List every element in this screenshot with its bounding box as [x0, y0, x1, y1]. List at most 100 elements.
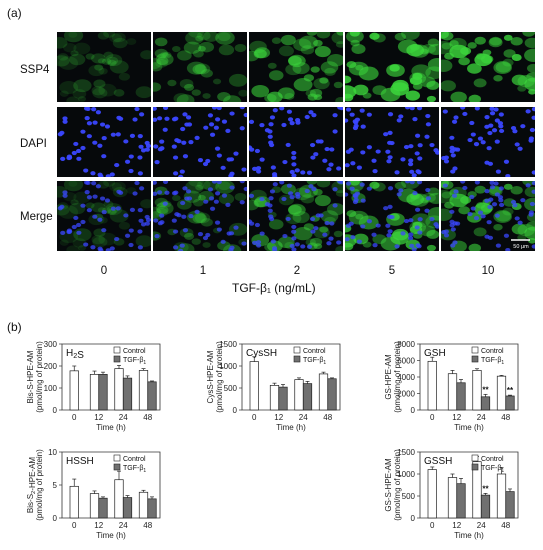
- micrograph-dapi-2: [249, 107, 343, 177]
- micrograph-ssp4-0: [57, 32, 151, 102]
- legend-swatch: [113, 346, 121, 354]
- legend-label: TGF-β1: [481, 357, 504, 366]
- micrograph-ssp4-5: [345, 32, 439, 102]
- conc-label-2: 2: [293, 265, 301, 277]
- bar-control-48h: [496, 473, 507, 519]
- x-tick-label: 12: [452, 521, 461, 530]
- legend-label: Control: [303, 348, 326, 355]
- bar-tgf-12h: [98, 374, 108, 411]
- y-tick-label: 200: [44, 362, 58, 371]
- y-tick-label: 1000: [219, 362, 237, 371]
- x-tick-label: 12: [94, 413, 103, 422]
- legend-label: TGF-β1: [123, 465, 146, 474]
- micrograph-ssp4-2: [249, 32, 343, 102]
- y-tick-label: 0: [411, 514, 416, 523]
- y-axis-title: CysS-HPE-AM: [206, 350, 215, 403]
- y-axis-unit: (pmol/mg of protein): [393, 449, 402, 521]
- significance-mark: **: [482, 484, 489, 493]
- x-tick-label: 24: [299, 413, 308, 422]
- significance-mark: **: [482, 385, 489, 394]
- bar-control-24h: [294, 379, 304, 411]
- chart-h2s: 0 100 200 300 Bis-S-HPE-AM (pmol/mg of protei…: [0, 330, 185, 438]
- micrograph-merge-1: [153, 181, 247, 251]
- legend-swatch: [113, 454, 121, 462]
- micrograph-merge-5: [345, 181, 439, 251]
- legend-swatch: [293, 355, 301, 363]
- chart-hssh: 0 5 10 Bis-S2-HPE-AM (pmol/mg of protein) 0 12…: [0, 438, 185, 546]
- micrograph-merge-0: [57, 181, 151, 251]
- legend-label: TGF-β1: [123, 357, 146, 366]
- y-tick-label: 0: [233, 406, 238, 415]
- micrograph-dapi-10: [441, 107, 535, 177]
- y-axis-title: GS-S-HPE-AM: [384, 458, 393, 512]
- x-tick-label: 24: [477, 521, 486, 530]
- conc-label-5: 5: [388, 265, 396, 277]
- chart-panel-text: H2S: [66, 348, 84, 361]
- legend-label: Control: [123, 348, 146, 355]
- significance-mark: **: [507, 386, 514, 395]
- micrograph-dapi-5: [345, 107, 439, 177]
- bar-tgf-24h: [122, 497, 133, 519]
- bar-control-24h: [114, 368, 124, 411]
- bar-control-12h: [447, 373, 458, 411]
- y-tick-label: 500: [224, 384, 238, 393]
- chart-panel-text: GSSH: [424, 456, 452, 467]
- x-tick-label: 48: [143, 521, 152, 530]
- legend-swatch: [471, 454, 479, 462]
- y-tick-label: 8000: [397, 340, 415, 349]
- bar-control-48h: [138, 370, 149, 411]
- bar-tgf-48h: [505, 491, 515, 519]
- chart-gssh: 0 500 1000 1500 GS-S-HPE-AM (pmol/mg of prote…: [358, 438, 543, 546]
- bar-control-48h: [138, 491, 149, 519]
- row-label-dapi: DAPI: [20, 138, 47, 150]
- bar-control-0h: [69, 485, 79, 519]
- plot-frame: [61, 451, 161, 519]
- micrograph-ssp4-1: [153, 32, 247, 102]
- bar-tgf-48h: [505, 395, 515, 411]
- legend-swatch: [113, 355, 121, 363]
- micrograph-merge-10: 50 μm: [441, 181, 535, 251]
- x-tick-label: 24: [119, 413, 128, 422]
- y-tick-label: 500: [402, 492, 416, 501]
- bar-tgf-48h: [147, 381, 157, 411]
- x-tick-label: 0: [72, 521, 77, 530]
- y-tick-label: 2000: [397, 390, 415, 399]
- bar-control-12h: [89, 374, 100, 411]
- bar-tgf-24h: [480, 396, 491, 411]
- x-tick-label: 0: [430, 413, 435, 422]
- legend-label: TGF-β1: [303, 357, 326, 366]
- bar-tgf-24h: [122, 377, 133, 411]
- micrograph-dapi-1: [153, 107, 247, 177]
- y-axis-title: Bis-S2-HPE-AM: [26, 457, 37, 513]
- y-tick-label: 5: [53, 481, 58, 490]
- bar-control-48h: [496, 375, 507, 411]
- legend-swatch: [471, 463, 479, 471]
- y-tick-label: 0: [411, 406, 416, 415]
- bar-control-0h: [249, 361, 259, 411]
- x-tick-label: 24: [119, 521, 128, 530]
- x-tick-label: 48: [323, 413, 332, 422]
- bar-tgf-48h: [327, 378, 337, 411]
- conc-label-10: 10: [481, 265, 495, 277]
- x-tick-label: 0: [252, 413, 257, 422]
- x-tick-label: 0: [430, 521, 435, 530]
- y-tick-label: 1000: [397, 470, 415, 479]
- bar-tgf-12h: [456, 382, 466, 411]
- bar-tgf-12h: [278, 386, 288, 411]
- x-tick-label: 48: [143, 413, 152, 422]
- y-tick-label: 0: [53, 406, 58, 415]
- y-tick-label: 0: [53, 514, 58, 523]
- conc-label-0: 0: [100, 265, 108, 277]
- chart-panel-text: CysSH: [246, 348, 277, 359]
- legend-label: Control: [481, 456, 504, 463]
- chart-panel-text: GSH: [424, 348, 446, 359]
- y-axis-unit: (pmol/mg of protein): [35, 341, 44, 413]
- chart-panel-text: HSSH: [66, 456, 94, 467]
- y-tick-label: 4000: [397, 373, 415, 382]
- x-tick-label: 12: [452, 413, 461, 422]
- y-axis-title: GS-HPE-AM: [384, 354, 393, 400]
- x-tick-label: 0: [72, 413, 77, 422]
- legend-swatch: [293, 346, 301, 354]
- bar-control-12h: [269, 385, 280, 411]
- x-tick-label: 48: [501, 521, 510, 530]
